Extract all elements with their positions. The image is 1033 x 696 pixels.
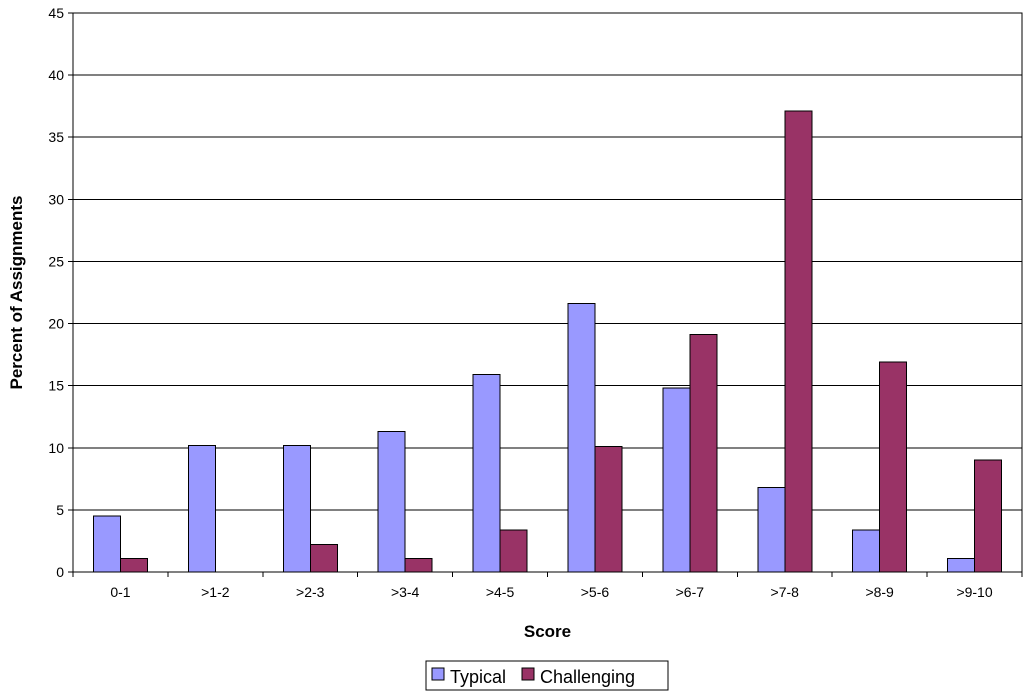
legend-swatch-challenging [521, 667, 535, 681]
bar-challenging-9 [974, 459, 1003, 573]
legend-box [425, 660, 669, 691]
legend: Typical Challenging [425, 660, 669, 691]
x-tick-label: >3-4 [391, 584, 420, 600]
y-tick-label: 45 [48, 5, 64, 21]
bar-challenging-3 [404, 557, 433, 573]
bar-typical-8 [852, 529, 881, 573]
bar-typical-6 [662, 387, 691, 573]
x-tick-labels: 0-1 >1-2 >2-3 >3-4 >4-5 >5-6 >6-7 >7-8 >8-9 >9-10 [110, 584, 993, 600]
bar-typical-3 [377, 431, 406, 573]
x-tick-label: >4-5 [486, 584, 515, 600]
y-tick-label: 0 [56, 564, 64, 580]
x-tick-label: >1-2 [201, 584, 230, 600]
bar-typical-4 [472, 373, 501, 573]
y-tick-label: 30 [48, 191, 64, 207]
y-tick-label: 5 [56, 502, 64, 518]
bar-challenging-7 [784, 110, 813, 573]
legend-swatch-typical [431, 667, 445, 681]
y-tick-label: 25 [48, 253, 64, 269]
bar-typical-1 [187, 444, 216, 573]
bar-typical-5 [567, 303, 596, 573]
y-tick-label: 10 [48, 440, 64, 456]
y-tick-label: 15 [48, 378, 64, 394]
bars [92, 110, 1003, 573]
x-tick-label: >6-7 [676, 584, 705, 600]
x-tick-label: >8-9 [865, 584, 894, 600]
legend-label-typical: Typical [450, 667, 506, 687]
bar-challenging-8 [879, 361, 908, 573]
bar-challenging-5 [594, 446, 623, 573]
bar-typical-7 [757, 487, 786, 573]
y-tick-label: 20 [48, 316, 64, 332]
x-axis-title: Score [524, 622, 571, 641]
bar-typical-2 [282, 444, 311, 573]
x-tick-label: >5-6 [581, 584, 610, 600]
legend-label-challenging: Challenging [540, 667, 635, 687]
x-tick-label: >2-3 [296, 584, 325, 600]
x-tick-label: 0-1 [110, 584, 130, 600]
bar-challenging-0 [119, 557, 148, 573]
bar-typical-0 [92, 515, 121, 573]
y-axis-title: Percent of Assignments [7, 196, 26, 390]
y-tick-label: 40 [48, 67, 64, 83]
x-tick-label: >7-8 [771, 584, 800, 600]
y-tick-label: 35 [48, 129, 64, 145]
bar-challenging-6 [689, 334, 718, 573]
bar-typical-9 [947, 557, 976, 573]
axes [68, 12, 1023, 577]
x-tick-label: >9-10 [956, 584, 992, 600]
y-tick-labels: 0 5 10 15 20 25 30 35 40 45 [48, 5, 64, 580]
bar-challenging-2 [309, 544, 338, 573]
bar-challenging-4 [499, 529, 528, 573]
